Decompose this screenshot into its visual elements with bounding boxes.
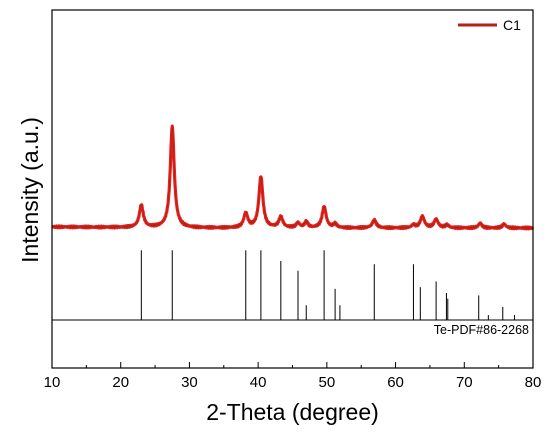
x-tick-label: 10: [44, 374, 61, 391]
x-tick-label: 70: [456, 374, 473, 391]
reference-pattern: [52, 250, 533, 321]
y-axis-title: Intensity (a.u.): [17, 117, 43, 263]
legend: C1: [458, 17, 521, 33]
x-tick-label: 40: [250, 374, 267, 391]
x-tick-label: 50: [319, 374, 336, 391]
plot-frame: [51, 9, 534, 369]
x-tick-label: 20: [112, 374, 129, 391]
series-line-c1: [50, 124, 535, 231]
x-axis-title: 2-Theta (degree): [206, 399, 379, 425]
series-line-c1-core: [51, 126, 534, 231]
plot-border: [51, 9, 534, 369]
x-tick-label: 30: [181, 374, 198, 391]
x-tick-label: 80: [525, 374, 542, 391]
reference-label: Te-PDF#86-2268: [434, 323, 529, 337]
x-tick-label: 60: [387, 374, 404, 391]
legend-label-c1: C1: [503, 17, 521, 33]
series-layer: [50, 124, 535, 231]
x-axis-ticks: 10 20 30 40 50 60 70 80: [44, 362, 542, 391]
